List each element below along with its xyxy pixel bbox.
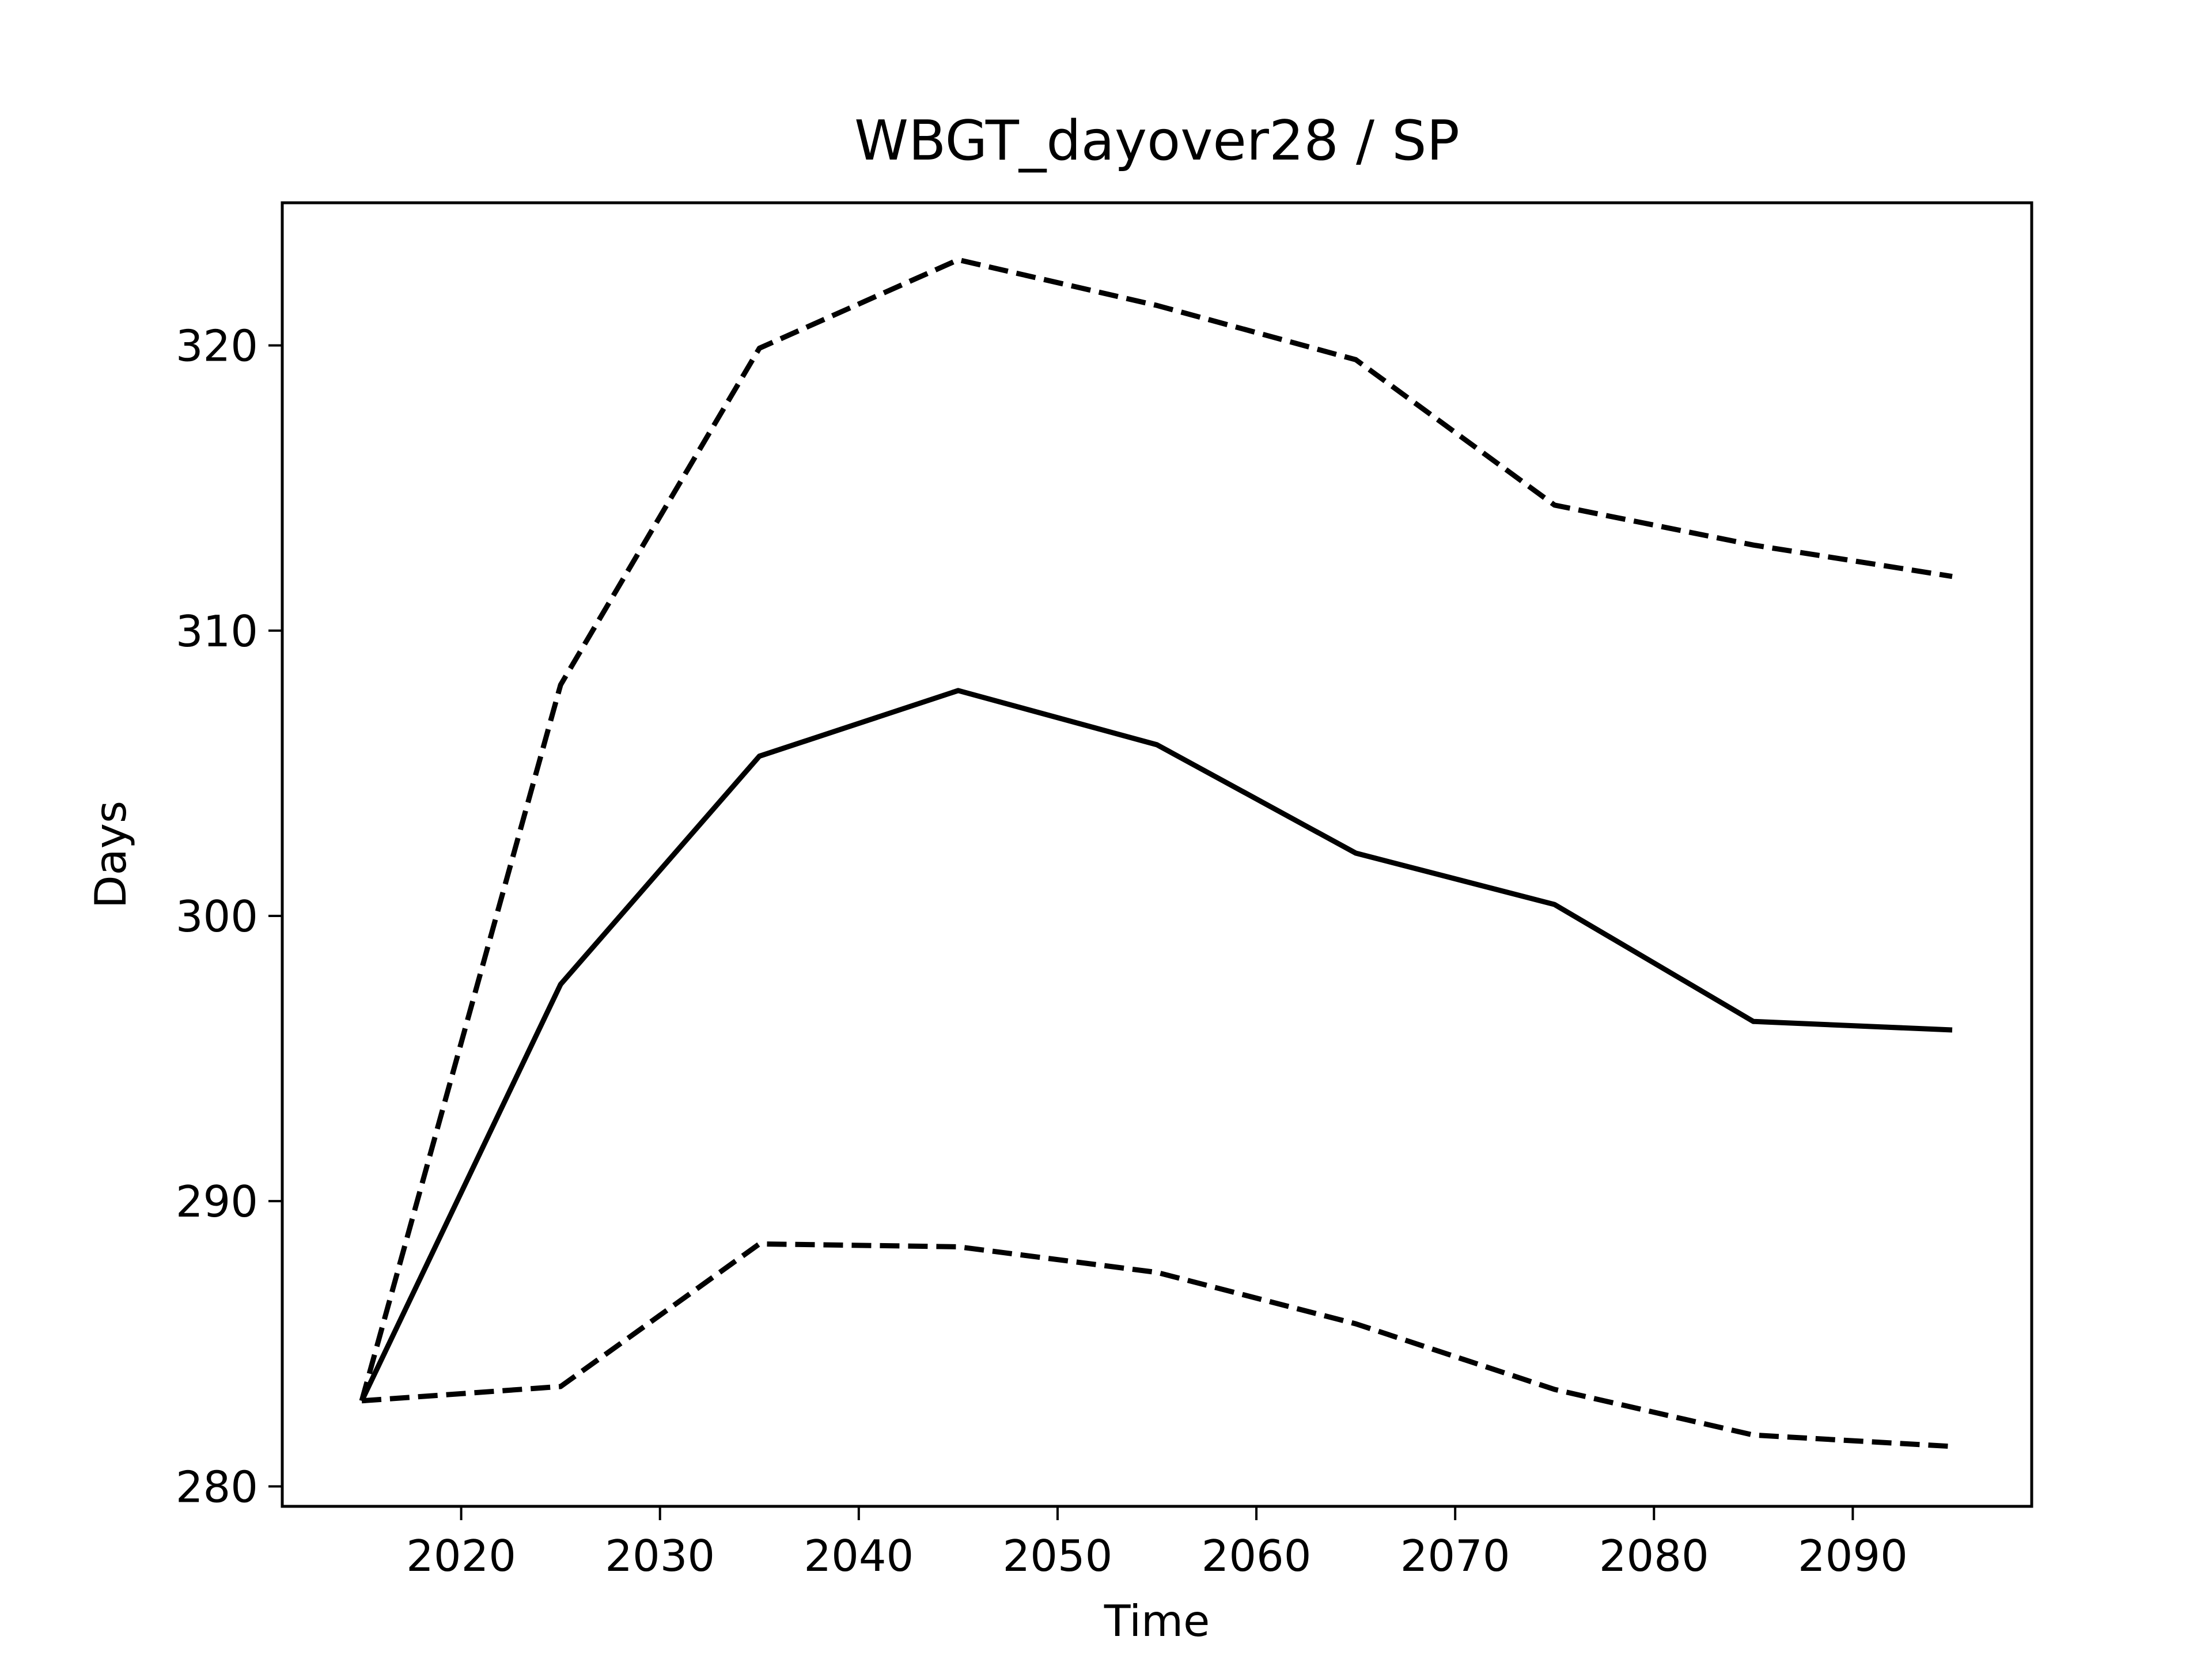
- x-tick-label: 2040: [804, 1531, 914, 1581]
- y-tick-label: 300: [176, 891, 258, 942]
- x-tick-label: 2020: [406, 1531, 516, 1581]
- x-tick-label: 2090: [1798, 1531, 1908, 1581]
- x-axis-label: Time: [1104, 1596, 1210, 1646]
- plot-frame: [281, 201, 2033, 1508]
- series-layer: [359, 257, 1953, 1449]
- x-tick-label: 2070: [1400, 1531, 1510, 1581]
- series-line-2: [359, 257, 1953, 1402]
- x-axis-ticks: 2020 2030 2040 2050 2060 2070 2080 2090: [406, 1506, 1908, 1581]
- series-line-1: [359, 688, 1953, 1402]
- y-axis-ticks: 280 290 300 310 320: [176, 321, 282, 1512]
- y-tick-label: 280: [176, 1461, 258, 1512]
- x-tick-label: 2050: [1003, 1531, 1113, 1581]
- chart-title: WBGT_dayover28 / SP: [854, 109, 1460, 173]
- x-tick-label: 2030: [605, 1531, 715, 1581]
- y-axis-label: Days: [85, 801, 136, 908]
- y-tick-label: 310: [176, 606, 258, 657]
- x-tick-label: 2060: [1202, 1531, 1312, 1581]
- series-line-3: [361, 1241, 1953, 1449]
- x-tick-label: 2080: [1599, 1531, 1709, 1581]
- y-tick-label: 290: [176, 1176, 258, 1227]
- y-tick-label: 320: [176, 321, 258, 372]
